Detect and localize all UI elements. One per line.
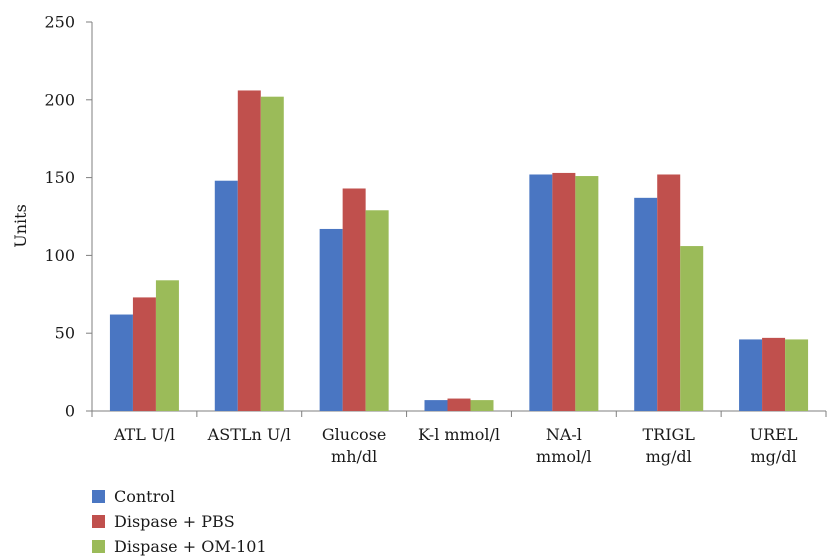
bar-dispase-pbs-2: [342, 188, 366, 411]
y-tick-label: 200: [44, 90, 75, 109]
bar-chart: 0 50 100 150 200 250 ATL U/l ASTLn U/l Glucose m…: [11, 13, 827, 466]
y-axis-title: Units: [11, 204, 30, 248]
bar-dispase-pbs-3: [447, 398, 471, 411]
legend: Control Dispase + PBS Dispase + OM-101: [92, 484, 267, 559]
bar-control-4: [529, 174, 553, 411]
x-category-label: mmol/l: [536, 447, 592, 466]
legend-swatch-dispase-om101: [92, 540, 105, 553]
category-labels: ATL U/l ASTLn U/l Glucose mh/dl K-l mmol/l NA…: [113, 425, 798, 466]
bar-control-2: [319, 228, 343, 411]
bar-control-5: [634, 197, 658, 411]
y-tick-label: 250: [44, 13, 75, 32]
bar-dispase-om-101-3: [470, 400, 494, 411]
bar-control-1: [214, 180, 238, 411]
bars: [109, 90, 809, 412]
x-category-label: K-l mmol/l: [418, 425, 500, 444]
bar-dispase-pbs-6: [762, 337, 786, 411]
x-axis: [91, 410, 827, 417]
bar-dispase-pbs-5: [657, 174, 681, 411]
bar-dispase-om-101-6: [785, 339, 809, 411]
x-category-label: mg/dl: [750, 447, 796, 466]
bar-dispase-om-101-0: [155, 280, 179, 411]
bar-dispase-om-101-5: [680, 246, 704, 411]
bar-dispase-pbs-4: [552, 172, 576, 411]
y-tick-label: 50: [55, 324, 75, 343]
legend-label-control: Control: [114, 487, 176, 506]
y-tick-label: 150: [44, 168, 75, 187]
x-category-label: UREL: [750, 425, 798, 444]
y-tick-label: 0: [65, 402, 75, 421]
y-axis: 0 50 100 150 200 250: [44, 13, 93, 421]
x-category-label: NA-l: [546, 425, 582, 444]
x-category-label: ASTLn U/l: [207, 425, 291, 444]
legend-item-dispase-pbs: Dispase + PBS: [92, 509, 267, 534]
legend-item-dispase-om101: Dispase + OM-101: [92, 534, 267, 559]
legend-label-dispase-pbs: Dispase + PBS: [114, 512, 235, 531]
bar-dispase-om-101-1: [260, 96, 284, 412]
x-category-label: Glucose: [322, 425, 386, 444]
legend-swatch-control: [92, 490, 105, 503]
x-category-label: mg/dl: [646, 447, 692, 466]
x-category-label: TRIGL: [642, 425, 695, 444]
legend-swatch-dispase-pbs: [92, 515, 105, 528]
bar-dispase-pbs-0: [132, 297, 156, 411]
legend-item-control: Control: [92, 484, 267, 509]
bar-control-3: [424, 400, 448, 411]
y-tick-label: 100: [44, 246, 75, 265]
x-category-label: mh/dl: [331, 447, 377, 466]
bar-dispase-pbs-1: [237, 90, 261, 412]
bar-dispase-om-101-4: [575, 176, 599, 411]
legend-label-dispase-om101: Dispase + OM-101: [114, 537, 267, 556]
bar-dispase-om-101-2: [365, 210, 389, 411]
x-category-label: ATL U/l: [113, 425, 175, 444]
bar-control-0: [109, 314, 133, 411]
bar-control-6: [739, 339, 763, 411]
